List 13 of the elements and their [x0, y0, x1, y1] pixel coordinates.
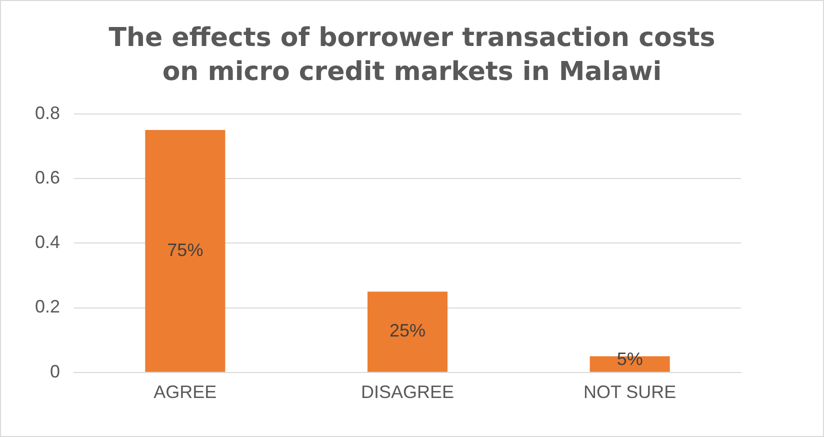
bar [145, 130, 226, 372]
x-tick-label: NOT SURE [583, 382, 676, 402]
chart-title: The effects of borrower transaction costs on micro credit markets in Malawi [108, 22, 716, 89]
x-tick-label: AGREE [154, 382, 217, 402]
y-tick-label: 0.2 [34, 296, 60, 317]
bar [367, 292, 448, 372]
y-tick-label: 0.4 [34, 232, 60, 252]
x-tick-label: DISAGREE [360, 382, 454, 402]
data-label: 75% [167, 240, 204, 260]
y-tick-label: 0.8 [34, 102, 60, 123]
y-tick-label: 0 [50, 361, 60, 382]
y-tick-label: 0.6 [34, 167, 60, 188]
data-label: 25% [389, 320, 426, 341]
